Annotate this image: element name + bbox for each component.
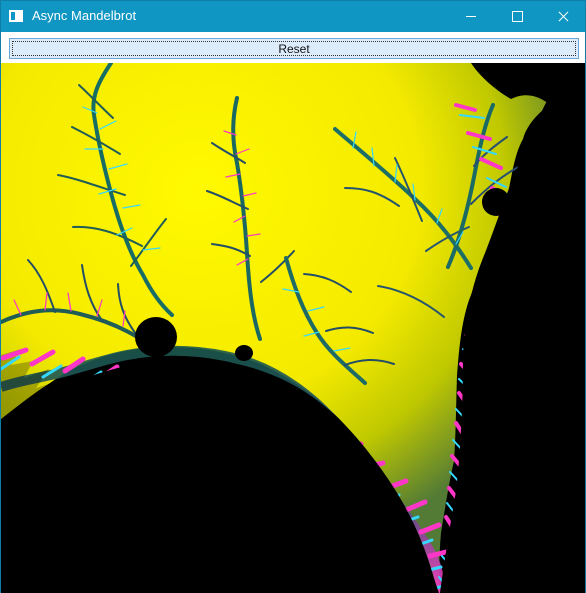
window-title: Async Mandelbrot xyxy=(32,8,137,23)
fractal-bulbs xyxy=(1,99,585,593)
fractal-fine-branches xyxy=(13,106,464,352)
mandelbrot-canvas[interactable] xyxy=(1,63,585,593)
maximize-icon xyxy=(512,11,523,22)
toolbar: Reset xyxy=(1,32,585,63)
minimize-icon xyxy=(466,16,476,17)
maximize-button[interactable] xyxy=(494,1,540,32)
minimize-button[interactable] xyxy=(448,1,494,32)
app-window-icon xyxy=(9,10,23,22)
reset-button[interactable]: Reset xyxy=(9,38,579,59)
close-button[interactable] xyxy=(540,1,586,32)
mandelbrot-render[interactable] xyxy=(1,63,585,593)
title-bar[interactable]: Async Mandelbrot xyxy=(1,1,585,32)
